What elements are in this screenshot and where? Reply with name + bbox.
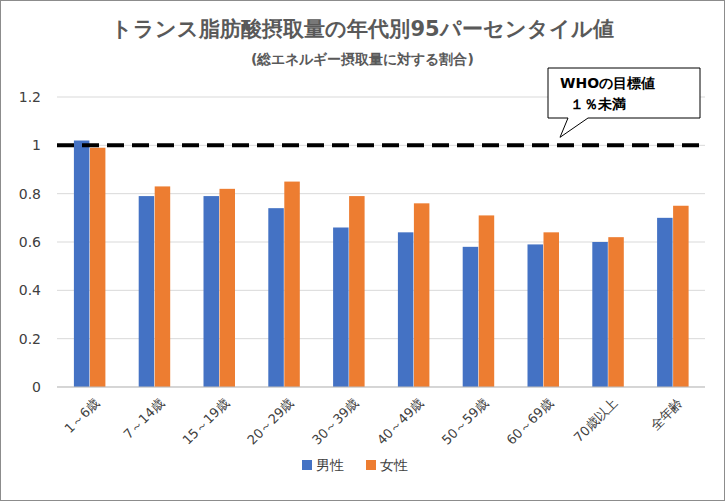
x-tick-label: 60～69歳 (504, 395, 556, 447)
bar (333, 228, 349, 388)
y-tick-label: 1 (32, 137, 41, 153)
bar (155, 186, 171, 387)
x-tick-label: 70歳以上 (571, 395, 621, 445)
bar (220, 189, 236, 387)
y-tick-label: 0.2 (19, 331, 41, 347)
frame (1, 1, 725, 501)
bar (398, 232, 414, 387)
bar (544, 232, 560, 387)
bar (479, 215, 495, 387)
y-tick-label: 0.4 (19, 282, 41, 298)
grid-line (57, 145, 705, 146)
y-tick-label: 0.6 (19, 234, 41, 250)
bar (139, 196, 155, 387)
legend-label: 男性 (316, 457, 344, 473)
reference-line (57, 143, 705, 147)
y-tick-label: 1.2 (19, 89, 41, 105)
bar (463, 247, 479, 387)
legend-label: 女性 (380, 457, 408, 473)
x-tick-label: 1～6歳 (62, 395, 103, 436)
title: トランス脂肪酸摂取量の年代別95パーセンタイル値 (111, 17, 613, 41)
x-tick-label: 全年齢 (647, 395, 685, 433)
chart: トランス脂肪酸摂取量の年代別95パーセンタイル値 (総エネルギー摂取量に対する割合… (0, 0, 725, 501)
annotation-text: １％未満 (570, 96, 626, 112)
bar (657, 218, 673, 387)
grid-line (57, 193, 705, 194)
grid-line (57, 387, 705, 388)
bar (414, 203, 430, 387)
bar (90, 148, 106, 387)
x-tick-label: 30～39歳 (309, 395, 361, 447)
bar (673, 206, 689, 387)
callout (548, 68, 700, 137)
annotation-text: WHOの目標値 (560, 75, 655, 91)
bar (608, 237, 624, 387)
legend-swatch (302, 460, 312, 470)
x-tick-label: 15～19歳 (180, 395, 232, 447)
y-tick-label: 0.8 (19, 186, 41, 202)
legend-swatch (366, 460, 376, 470)
bar (268, 208, 284, 387)
x-tick-label: 20～29歳 (244, 395, 296, 447)
bar (349, 196, 365, 387)
subtitle: (総エネルギー摂取量に対する割合) (251, 51, 474, 67)
bar (592, 242, 608, 387)
bar (284, 182, 300, 387)
bar (528, 244, 544, 387)
x-tick-label: 7～14歳 (121, 395, 168, 442)
x-tick-label: 40～49歳 (374, 395, 426, 447)
y-tick-label: 0 (32, 379, 41, 395)
bar (74, 141, 90, 388)
x-tick-label: 50～59歳 (439, 395, 491, 447)
x-axis (57, 387, 705, 388)
bar (204, 196, 220, 387)
bars (74, 141, 689, 388)
